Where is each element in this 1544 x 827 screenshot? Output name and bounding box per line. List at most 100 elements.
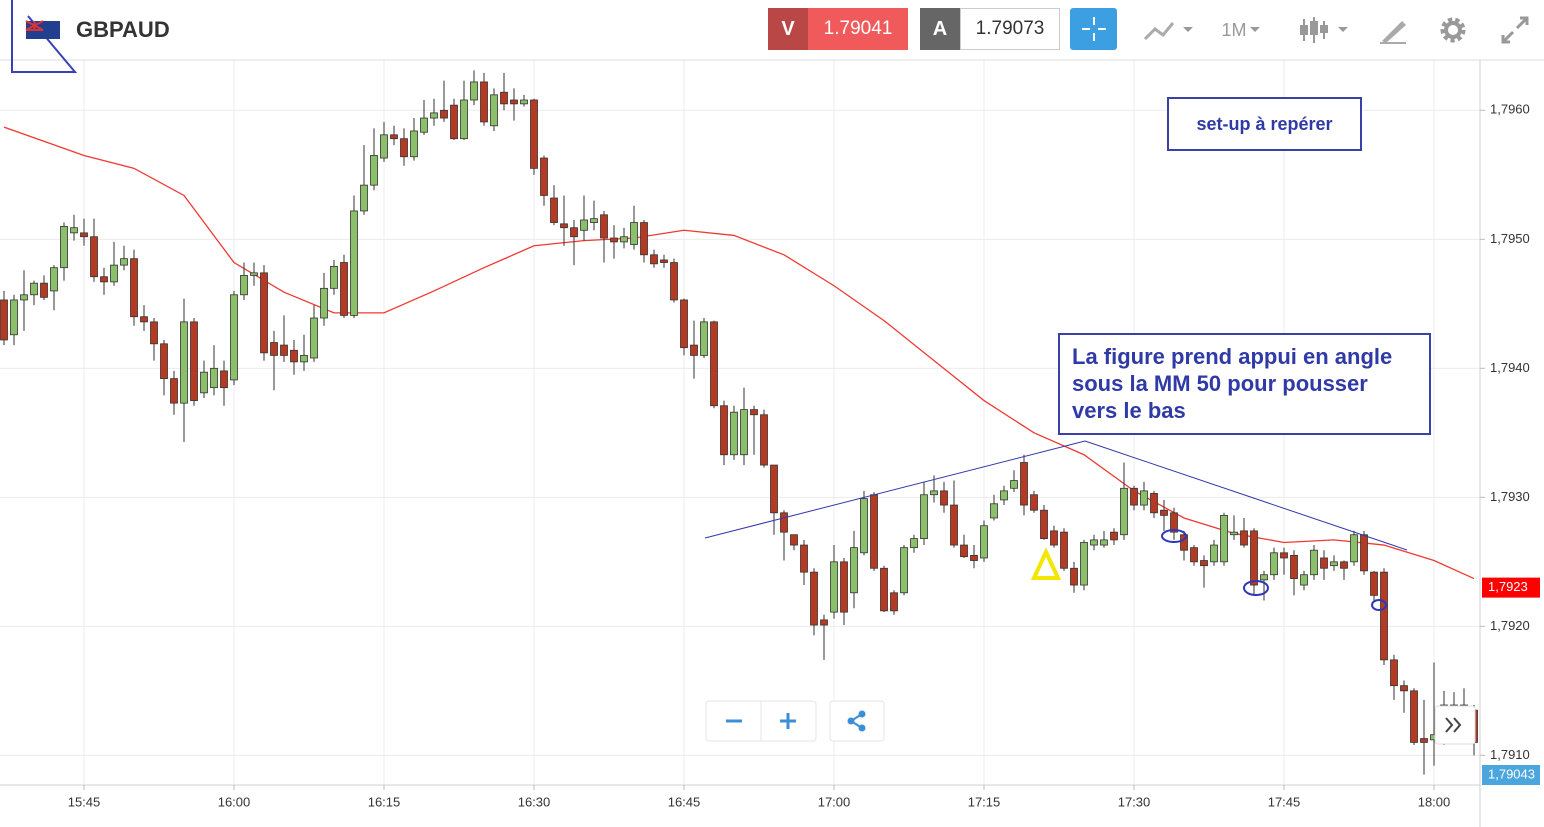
candle-body	[1140, 490, 1148, 506]
candle-body	[760, 414, 768, 466]
candle-body	[540, 157, 548, 196]
candle-body	[1400, 685, 1408, 692]
candle-body	[270, 342, 278, 356]
sell-label[interactable]: V	[768, 8, 808, 50]
candle-body	[1370, 571, 1378, 596]
candle-body	[150, 321, 158, 345]
candle-body	[1270, 552, 1278, 576]
candle-body	[1310, 549, 1318, 576]
y-tick-label: 1,7920	[1490, 618, 1530, 633]
candle-body	[70, 227, 78, 234]
candle-type-button[interactable]	[1285, 0, 1355, 60]
candle-body	[1230, 531, 1238, 536]
crosshair-button[interactable]	[1070, 8, 1117, 50]
marker-ellipse	[1371, 599, 1387, 611]
x-tick-label: 16:15	[368, 794, 401, 809]
candle-body	[420, 117, 428, 133]
candle-body	[180, 321, 188, 404]
sell-price[interactable]: 1.79041	[808, 8, 908, 50]
x-tick-label: 17:30	[1118, 794, 1151, 809]
timeframe: 1M	[1221, 19, 1247, 40]
candle-body	[800, 544, 808, 573]
candle-body	[80, 232, 88, 238]
candle-body	[1110, 531, 1118, 541]
candle-body	[1090, 539, 1098, 546]
candle-body	[1200, 560, 1208, 567]
fullscreen-button[interactable]	[1492, 0, 1538, 60]
candle-body	[1360, 534, 1368, 572]
draw-button[interactable]	[1368, 0, 1418, 60]
buy-price[interactable]: 1.79073	[960, 8, 1060, 50]
candle-body	[480, 81, 488, 123]
candle-body	[470, 81, 478, 101]
candle-body	[990, 503, 998, 519]
x-tick-label: 16:00	[218, 794, 251, 809]
symbol: GBPAUD	[76, 17, 170, 42]
candle-body	[360, 184, 368, 212]
candle-body	[1100, 539, 1108, 546]
candle-body	[450, 104, 458, 140]
candle-body	[1340, 561, 1348, 569]
candle-body	[10, 299, 18, 336]
dropdown-icon	[1249, 27, 1260, 32]
candle-body	[1420, 738, 1428, 743]
candle-body	[780, 512, 788, 533]
timeframe-button[interactable]: 1M	[1207, 0, 1277, 60]
settings-button[interactable]	[1430, 0, 1476, 60]
gear-icon	[1440, 17, 1466, 43]
candle-body	[50, 267, 58, 292]
candle-body	[900, 547, 908, 594]
candle-body	[1330, 561, 1338, 567]
zoom-in[interactable]	[780, 713, 796, 729]
candle-body	[980, 525, 988, 559]
candle-body	[1410, 690, 1418, 743]
price-label-text: 1,7923	[1488, 579, 1528, 594]
marker-ellipse	[1161, 529, 1187, 543]
candle-body	[1320, 557, 1328, 569]
price-label: 1,79043	[1482, 765, 1540, 785]
candle-body	[250, 272, 258, 276]
candle-body	[310, 317, 318, 359]
candle-body	[210, 367, 218, 389]
candle-body	[860, 498, 868, 554]
candles	[0, 70, 1478, 775]
candle-body	[1180, 534, 1188, 551]
candle-body	[1070, 567, 1078, 586]
candle-body	[1060, 531, 1068, 569]
candle-body	[170, 378, 178, 404]
candle-body	[1250, 530, 1258, 586]
candle-body	[240, 275, 248, 296]
candle-body	[1000, 490, 1008, 501]
candle-body	[100, 276, 108, 283]
x-tick-label: 17:00	[818, 794, 851, 809]
candle-body	[1260, 574, 1268, 581]
price-label-box	[1482, 765, 1540, 785]
price-label-box	[1482, 577, 1540, 598]
share-button[interactable]	[829, 700, 885, 742]
candle-body	[90, 236, 98, 278]
x-tick-label: 15:45	[68, 794, 101, 809]
candle-body	[590, 218, 598, 223]
scroll-right[interactable]	[1434, 705, 1476, 745]
candle-body	[230, 294, 238, 381]
trendline	[1084, 440, 1408, 551]
candle-body	[340, 262, 348, 316]
x-tick-label: 16:30	[518, 794, 551, 809]
scroll-icon	[1445, 717, 1462, 733]
candle-body	[670, 262, 678, 301]
buy-label[interactable]: A	[920, 8, 960, 50]
candle-body	[280, 344, 288, 356]
candle-body	[810, 571, 818, 626]
candle-body	[520, 99, 528, 105]
y-tick-label: 1,7950	[1490, 231, 1530, 246]
chart-type-button[interactable]	[1130, 0, 1200, 60]
candle-body	[890, 592, 898, 612]
trendline	[704, 440, 1086, 539]
candle-body	[40, 282, 48, 298]
candle-icon	[1300, 17, 1348, 43]
candle-body	[740, 409, 748, 456]
candle-body	[880, 567, 888, 612]
candle-body	[1050, 530, 1058, 546]
candle-body	[400, 138, 408, 158]
